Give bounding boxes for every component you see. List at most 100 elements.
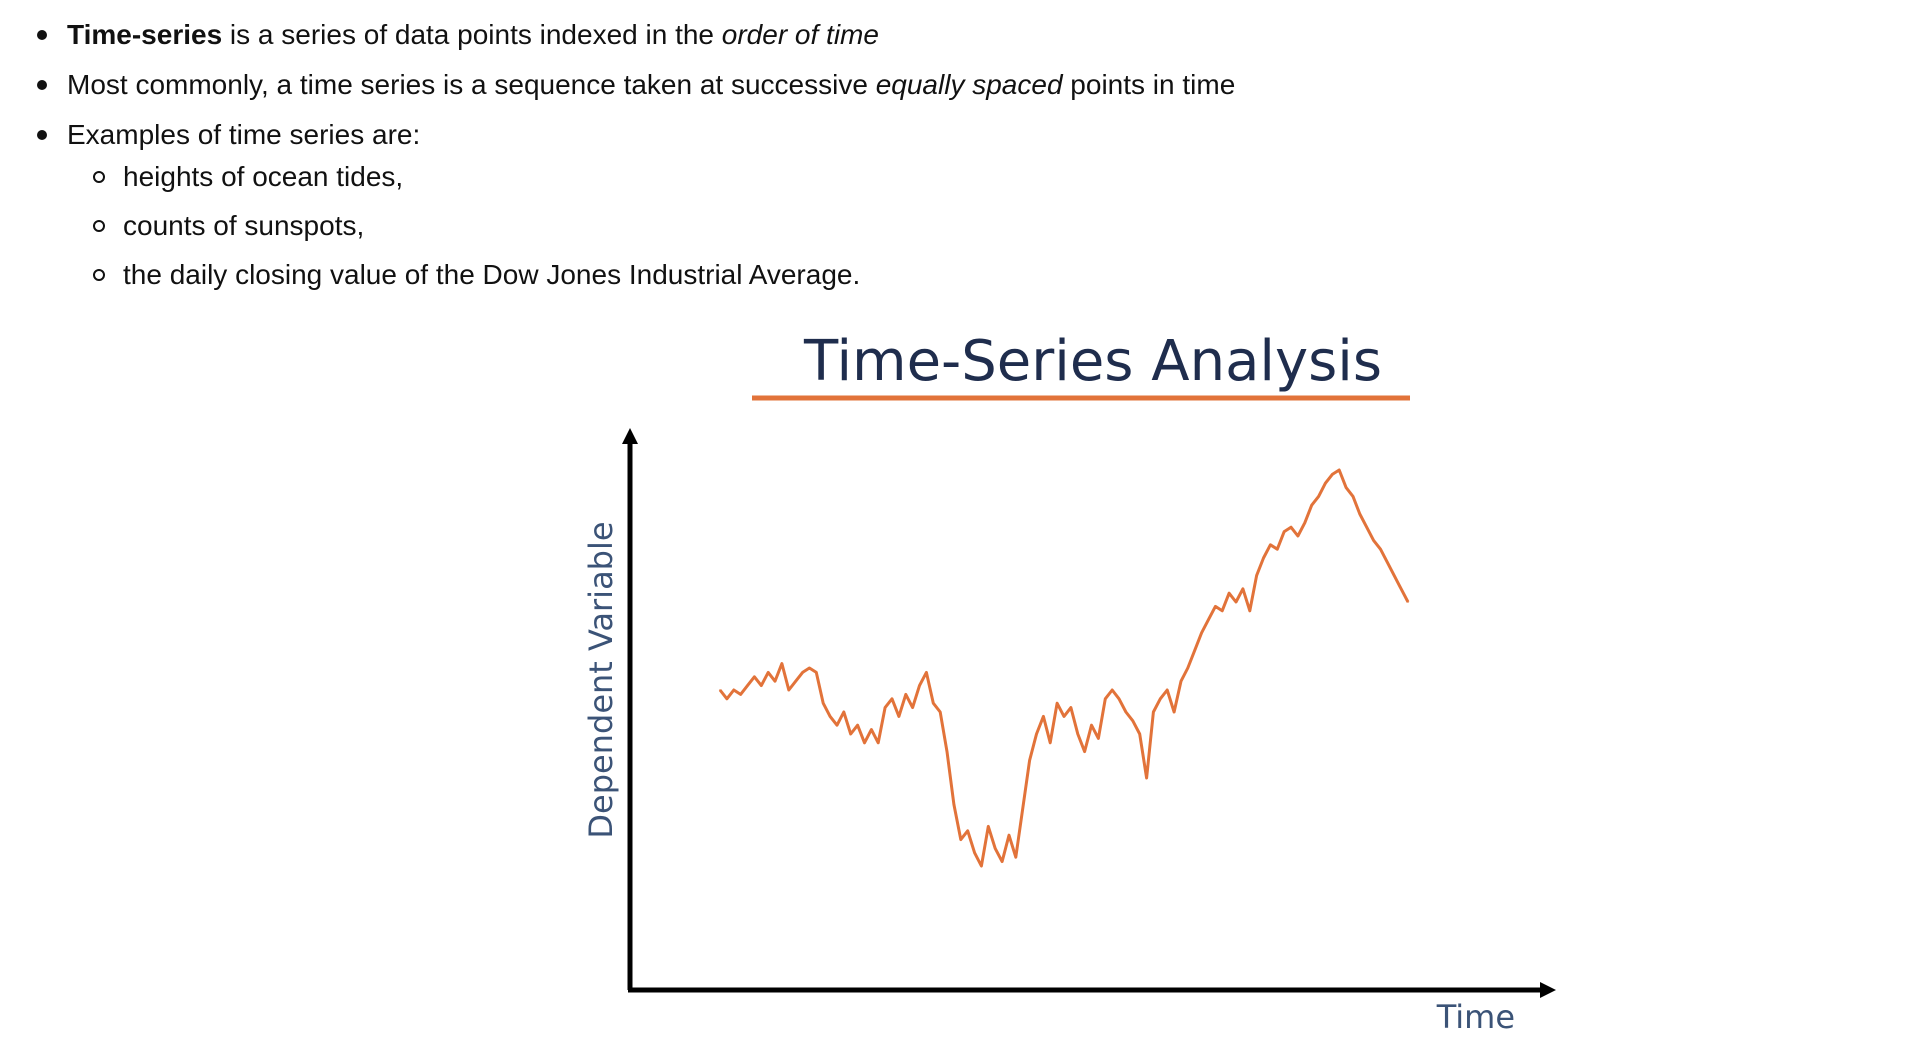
data-point [905, 693, 907, 696]
bullet-item-3: Examples of time series are: [37, 118, 420, 152]
data-point [1008, 834, 1010, 836]
bullet-1-italic: order of time [721, 19, 879, 50]
data-point [1180, 680, 1182, 682]
data-point [781, 662, 783, 665]
data-point [1063, 715, 1065, 718]
data-point [884, 706, 886, 709]
data-point [1207, 618, 1210, 621]
data-point [1235, 601, 1237, 603]
bullet-ring-icon [93, 171, 105, 183]
data-point [1193, 649, 1196, 652]
chart-title: Time-Series Analysis [803, 329, 1382, 394]
data-point [774, 680, 776, 682]
data-point [966, 830, 969, 832]
data-point [1283, 530, 1285, 533]
data-point [1097, 737, 1100, 740]
data-point [1255, 574, 1258, 577]
data-point [726, 698, 728, 700]
data-point [1386, 561, 1389, 564]
data-point [843, 711, 845, 713]
data-point [1049, 742, 1051, 744]
data-point [739, 693, 742, 696]
data-point [1249, 610, 1251, 612]
y-axis-arrow-icon [622, 428, 638, 444]
bullet-2-italic: equally spaced [875, 69, 1063, 100]
data-point [1400, 588, 1402, 590]
data-point [1118, 698, 1120, 700]
series-line-1 [718, 468, 1410, 868]
data-point [1242, 588, 1244, 590]
data-point [1152, 711, 1155, 713]
sub-bullet-3-text: the daily closing value of the Dow Jones… [123, 259, 861, 290]
y-axis-label: Dependent Variable [582, 521, 620, 838]
data-point [1345, 486, 1347, 489]
data-point [1132, 720, 1134, 722]
data-point [856, 724, 859, 726]
data-point [1159, 698, 1162, 700]
data-point [877, 742, 879, 744]
data-point [760, 684, 763, 687]
data-point [1379, 548, 1382, 550]
bullet-item-2: Most commonly, a time series is a sequen… [37, 68, 1235, 102]
data-point [980, 865, 983, 867]
data-point [891, 698, 893, 700]
data-point [1015, 856, 1017, 858]
data-point [953, 803, 955, 806]
bullet-1-text: is a series of data points indexed in th… [222, 19, 722, 50]
data-point [1269, 544, 1272, 546]
data-point [863, 742, 866, 744]
data-point [1214, 605, 1217, 608]
data-point [1187, 667, 1189, 669]
data-point [1028, 759, 1031, 762]
x-axis-label: Time [1436, 998, 1515, 1036]
data-point [939, 711, 941, 713]
data-point [1125, 711, 1127, 713]
data-point [946, 750, 948, 753]
data-point [1035, 733, 1038, 735]
data-point [918, 684, 921, 687]
bullet-1-bold: Time-series [67, 19, 223, 50]
data-point [1262, 557, 1265, 559]
data-point [815, 671, 818, 674]
x-axis-arrow-icon [1540, 982, 1556, 998]
sub-bullet-item-1: heights of ocean tides, [93, 160, 404, 194]
data-point [925, 671, 928, 674]
data-point [1056, 702, 1058, 704]
data-point [1359, 513, 1361, 515]
data-point [1042, 715, 1045, 718]
sub-bullet-item-2: counts of sunspots, [93, 209, 364, 243]
data-point [1228, 592, 1230, 594]
data-point [911, 706, 914, 709]
data-point [1276, 548, 1279, 550]
data-point [719, 689, 721, 691]
data-point [1145, 777, 1148, 779]
bullet-dot-icon [37, 80, 47, 90]
bullet-ring-icon [93, 220, 105, 232]
data-point [1407, 601, 1409, 603]
data-point [1104, 698, 1107, 700]
data-point [733, 689, 735, 691]
data-point [1297, 535, 1299, 537]
data-point [932, 702, 935, 704]
data-point [801, 671, 804, 674]
data-point [1083, 750, 1086, 753]
data-point [1021, 808, 1024, 810]
data-point [1077, 733, 1079, 735]
data-point [898, 715, 900, 718]
data-point [1221, 610, 1223, 612]
data-point [767, 671, 769, 674]
data-point [1331, 473, 1334, 476]
bullet-item-1: Time-series is a series of data points i… [37, 18, 879, 52]
data-point [1138, 733, 1141, 735]
data-point [1290, 526, 1292, 528]
data-point [1365, 526, 1368, 528]
series-group [718, 468, 1410, 868]
data-point [746, 684, 749, 687]
data-point [987, 825, 990, 828]
sub-bullet-1-text: heights of ocean tides, [123, 161, 404, 192]
data-point [1317, 495, 1320, 498]
data-point [1304, 522, 1306, 524]
sub-bullet-item-3: the daily closing value of the Dow Jones… [93, 258, 861, 292]
data-point [1393, 574, 1395, 577]
